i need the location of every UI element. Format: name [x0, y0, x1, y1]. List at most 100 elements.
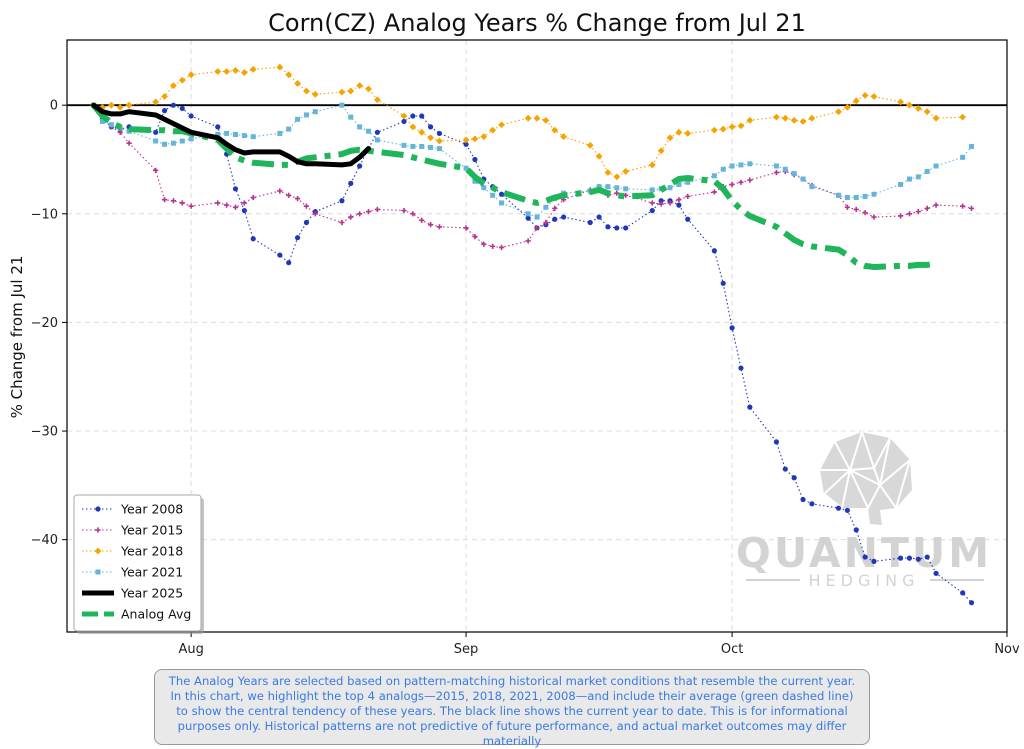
data-point-year-2008	[844, 507, 850, 513]
brain-icon	[820, 428, 912, 525]
data-point-year-2015	[463, 225, 469, 231]
data-point-year-2021	[649, 187, 655, 193]
data-point-year-2021	[162, 141, 168, 147]
data-point-year-2008	[933, 570, 939, 576]
data-point-year-2018	[808, 114, 816, 122]
data-point-year-2018	[852, 97, 860, 105]
data-point-year-2008	[747, 404, 753, 410]
data-point-year-2008	[401, 118, 407, 125]
data-point-year-2015	[419, 217, 425, 223]
series-analog-avg	[91, 103, 937, 270]
data-point-year-2018	[303, 87, 310, 95]
data-point-year-2015	[897, 213, 904, 219]
data-point-year-2021	[277, 130, 283, 136]
data-point-year-2015	[924, 205, 930, 211]
data-point-year-2018	[436, 137, 443, 145]
data-point-year-2018	[622, 168, 630, 175]
data-point-year-2008	[809, 501, 815, 507]
data-point-year-2008	[161, 108, 168, 114]
data-point-year-2021	[729, 163, 735, 169]
data-point-year-2021	[241, 133, 247, 139]
data-point-year-2015	[401, 207, 407, 214]
series-line-year-2025	[91, 102, 371, 168]
data-point-year-2015	[241, 200, 247, 206]
data-point-year-2015	[339, 219, 345, 226]
data-point-year-2021	[534, 214, 540, 220]
data-point-year-2008	[614, 225, 620, 231]
data-point-year-2015	[676, 197, 682, 203]
data-point-year-2015	[153, 167, 159, 173]
data-point-year-2015	[552, 205, 558, 211]
data-point-year-2018	[737, 122, 745, 130]
data-point-year-2021	[232, 132, 238, 138]
data-point-year-2018	[187, 71, 195, 79]
legend-item-year-2021: Year 2021	[82, 565, 183, 580]
x-tick-label: Aug	[178, 642, 203, 657]
data-point-year-2015	[915, 209, 921, 215]
data-point-year-2021	[490, 192, 496, 198]
data-point-year-2015	[738, 179, 744, 185]
legend-marker	[95, 569, 101, 575]
data-point-year-2018	[648, 161, 656, 169]
data-point-year-2008	[561, 214, 567, 220]
data-point-year-2008	[960, 590, 966, 596]
data-point-year-2021	[747, 161, 753, 167]
data-point-year-2018	[684, 130, 692, 137]
data-point-year-2021	[108, 122, 114, 128]
data-point-year-2015	[649, 200, 655, 206]
legend-label: Year 2018	[120, 544, 183, 559]
data-point-year-2018	[427, 134, 434, 142]
data-point-year-2021	[933, 163, 939, 169]
data-point-year-2021	[800, 176, 806, 182]
data-point-year-2015	[427, 222, 434, 228]
data-point-year-2008	[968, 600, 975, 606]
data-point-year-2018	[338, 88, 346, 96]
series-line-year-2018	[93, 66, 963, 178]
x-tick-label: Sep	[454, 642, 479, 657]
data-point-year-2021	[419, 143, 425, 149]
data-point-year-2015	[658, 201, 664, 207]
data-point-year-2018	[843, 103, 851, 111]
data-point-year-2015	[117, 129, 123, 135]
data-point-year-2015	[685, 193, 691, 200]
data-point-year-2021	[924, 168, 930, 174]
legend-marker	[94, 547, 102, 555]
data-point-year-2018	[781, 114, 789, 122]
data-point-year-2018	[232, 67, 239, 74]
data-point-year-2018	[356, 82, 364, 90]
data-point-year-2015	[906, 211, 913, 217]
watermark: QUANTUM HEDGING	[736, 428, 989, 590]
data-point-year-2021	[720, 166, 726, 172]
data-point-year-2008	[853, 527, 859, 533]
data-point-year-2008	[153, 129, 159, 135]
data-point-year-2008	[436, 130, 443, 137]
data-point-year-2008	[676, 202, 682, 208]
data-point-year-2018	[400, 112, 408, 120]
data-point-year-2008	[871, 558, 877, 564]
data-point-year-2008	[357, 163, 363, 169]
data-point-year-2021	[898, 181, 904, 187]
data-point-year-2021	[738, 162, 744, 168]
data-point-year-2015	[614, 190, 620, 196]
data-point-year-2021	[676, 181, 682, 187]
series-line-analog-avg	[91, 103, 937, 270]
data-point-year-2018	[595, 152, 603, 160]
data-point-year-2008	[339, 198, 345, 204]
data-point-year-2018	[524, 114, 532, 122]
data-point-year-2015	[871, 214, 877, 220]
data-point-year-2021	[596, 184, 602, 190]
legend-item-year-2015: Year 2015	[82, 523, 183, 538]
data-point-year-2008	[277, 252, 283, 258]
x-ticks: Aug Sep Oct Nov	[178, 632, 1020, 657]
data-point-year-2008	[374, 129, 380, 135]
y-tick-label: −40	[31, 533, 58, 548]
data-point-year-2021	[312, 109, 318, 115]
data-point-year-2018	[365, 85, 372, 93]
data-point-year-2008	[241, 207, 247, 214]
data-point-year-2015	[773, 169, 780, 176]
data-point-year-2021	[170, 140, 176, 146]
data-point-year-2018	[560, 133, 568, 141]
data-point-year-2015	[844, 204, 850, 210]
data-point-year-2018	[923, 108, 931, 116]
data-point-year-2021	[153, 138, 159, 144]
